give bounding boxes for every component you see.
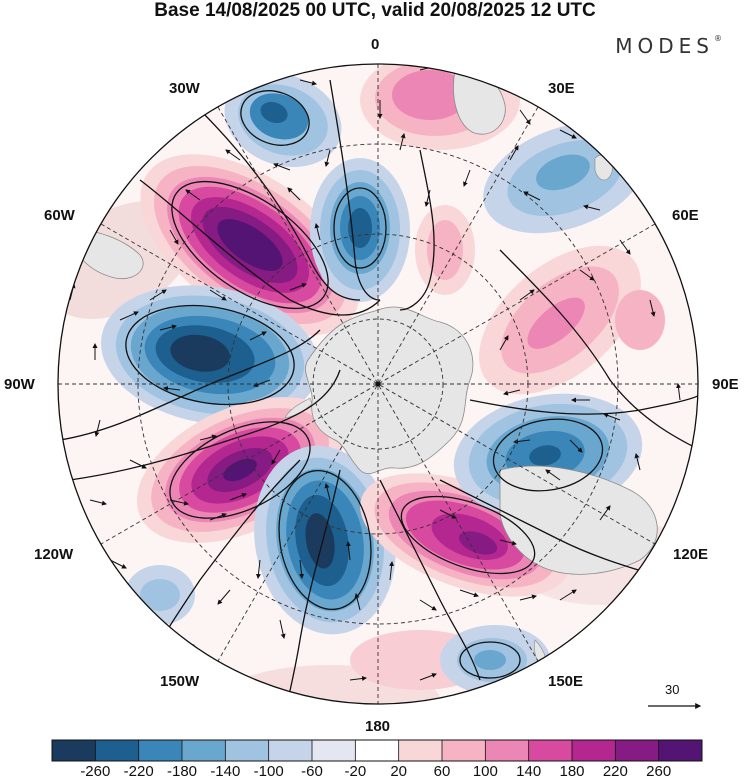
lon-label-30e: 30E (548, 80, 575, 97)
colorbar-tick-label: 100 (472, 763, 498, 780)
australia-landmass (499, 465, 658, 575)
colorbar (51, 739, 703, 762)
lon-label-90e: 90E (712, 376, 739, 393)
colorbar-swatch (528, 740, 573, 761)
colorbar-tick-label: -220 (123, 763, 154, 780)
colorbar-swatch (658, 740, 703, 761)
anomaly-negative-15w (310, 158, 410, 302)
colorbar-tick-label: -20 (344, 763, 367, 780)
colorbar-swatch (268, 740, 313, 761)
brand-logo: MODES® (615, 34, 722, 58)
anomaly-positive-70e (479, 245, 641, 395)
lon-label-30w: 30W (169, 80, 200, 97)
colorbar-swatch (182, 740, 226, 761)
colorbar-swatch (225, 740, 270, 761)
colorbar-swatch (95, 740, 140, 761)
lon-label-60e: 60E (672, 207, 699, 224)
anomaly-negative-40e (483, 122, 647, 234)
anomaly-negative-35w (224, 72, 342, 168)
lon-label-180: 180 (365, 718, 391, 735)
colorbar-tick-label: -100 (253, 763, 284, 780)
map-boundary (57, 63, 699, 705)
anomaly-field (58, 64, 698, 704)
anomaly-negative-155e (440, 625, 550, 695)
colorbar-swatch (138, 740, 183, 761)
lon-label-60w: 60W (44, 207, 75, 224)
lon-label-120e: 120E (673, 546, 709, 563)
colorbar-frame (51, 739, 703, 762)
colorbar-tick-label: -140 (210, 763, 241, 780)
colorbar-swatch (615, 740, 660, 761)
colorbar-tick-label: 20 (390, 763, 407, 780)
map-title: Base 14/08/2025 00 UTC, valid 20/08/2025… (154, 0, 596, 21)
colorbar-tick-label: -260 (80, 763, 111, 780)
colorbar-swatch (312, 740, 356, 761)
colorbar-tick-label: -60 (301, 763, 323, 780)
colorbar-tick-label: 220 (602, 763, 628, 780)
colorbar-swatch (442, 740, 486, 761)
colorbar-swatch (485, 740, 530, 761)
colorbar-swatch (572, 740, 616, 761)
anomaly-positive-60w (140, 154, 360, 336)
colorbar-tick-label: 60 (433, 763, 451, 780)
colorbar-tick-label: 140 (516, 763, 542, 780)
colorbar-tick-label: -180 (166, 763, 198, 780)
lon-label-150e: 150E (548, 673, 584, 690)
colorbar-tick-label: 180 (559, 763, 585, 780)
colorbar-swatch (398, 740, 443, 761)
graticule (58, 64, 698, 704)
reference-vector-label: 30 (665, 682, 680, 697)
colorbar-swatch (52, 740, 96, 761)
height-contours (59, 79, 698, 701)
lon-label-0: 0 (371, 36, 380, 53)
lon-label-150w: 150W (160, 673, 200, 690)
lon-label-120w: 120W (34, 546, 74, 563)
lon-label-90w: 90W (4, 376, 35, 393)
colorbar-tick-label: 260 (646, 763, 672, 780)
colorbar-swatch (355, 740, 400, 761)
